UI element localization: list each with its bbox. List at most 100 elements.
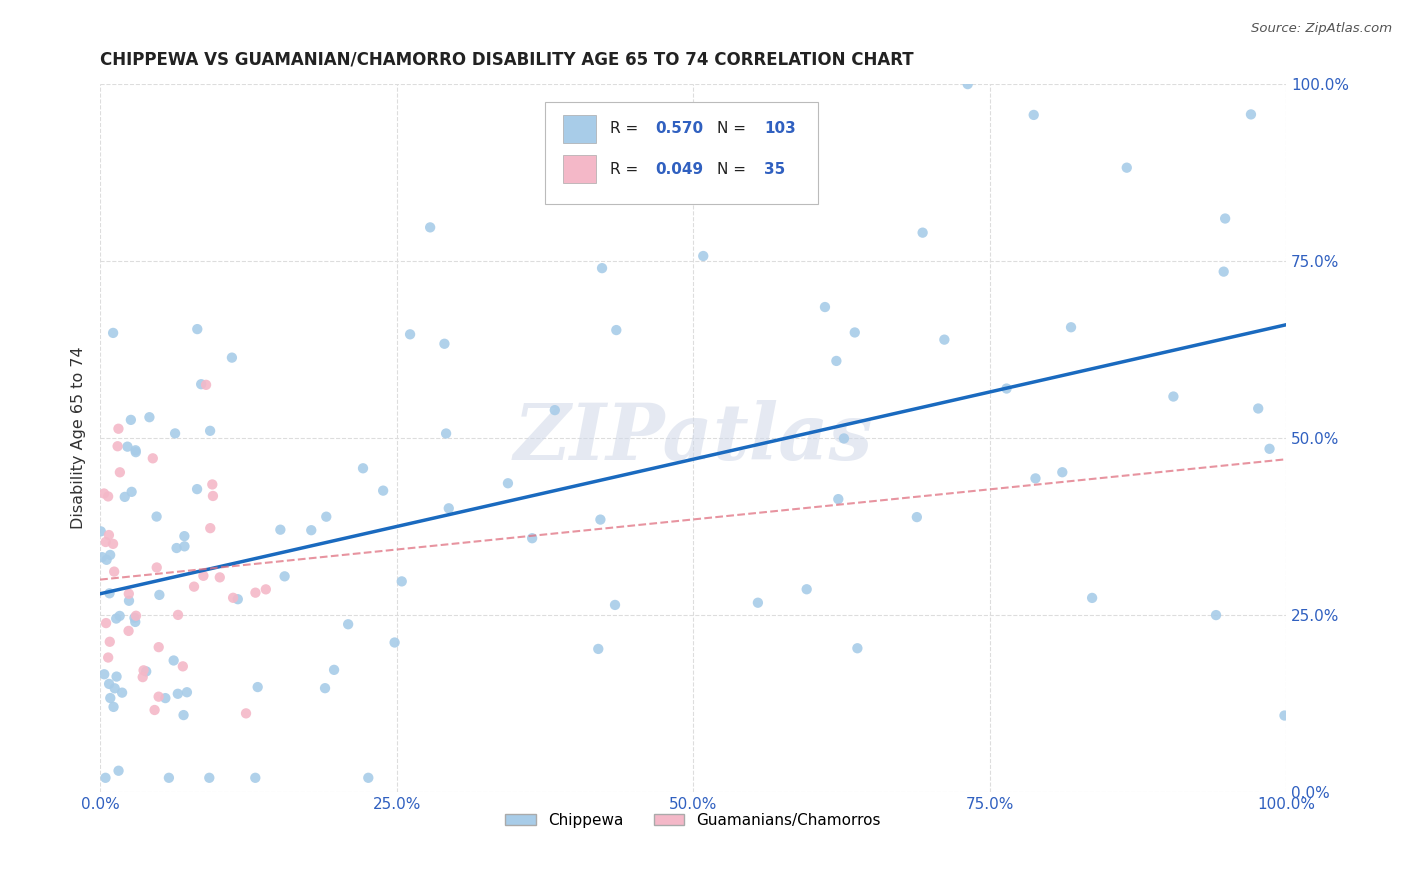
Point (323, 663, 346, 677)
Point (94, 616, 117, 631)
Point (995, 382, 1018, 396)
Point (391, 574, 413, 589)
Point (157, 771, 180, 785)
Point (273, 569, 295, 583)
Point (1205, 608, 1227, 623)
Point (111, 686, 134, 700)
Text: N =: N = (717, 121, 751, 136)
Point (496, 476, 519, 491)
Point (911, 226, 934, 240)
Point (107, 422, 129, 436)
Point (905, 510, 928, 524)
Point (138, 410, 160, 425)
Text: R =: R = (610, 121, 643, 136)
Point (105, 611, 128, 625)
Point (90, 524, 112, 539)
Point (166, 541, 188, 555)
Point (1024, 471, 1046, 485)
Point (588, 641, 610, 656)
Text: N =: N = (717, 161, 751, 177)
Point (166, 687, 188, 701)
Point (190, 377, 212, 392)
Point (132, 664, 155, 678)
Point (201, 477, 224, 491)
Point (172, 659, 194, 673)
Point (201, 489, 224, 503)
Point (96, 553, 118, 567)
Point (173, 539, 195, 553)
Point (269, 523, 291, 537)
Point (125, 608, 148, 623)
Point (103, 699, 125, 714)
Point (124, 611, 146, 625)
Point (208, 570, 231, 584)
Point (1052, 465, 1074, 479)
Point (165, 426, 187, 441)
Point (148, 588, 170, 602)
Point (200, 521, 222, 535)
Point (1212, 265, 1234, 279)
Point (198, 424, 221, 438)
Point (384, 635, 406, 649)
Point (245, 771, 267, 785)
Point (399, 327, 422, 342)
Point (183, 580, 205, 594)
Point (825, 354, 848, 368)
Point (245, 585, 267, 599)
Point (107, 439, 129, 453)
Point (93, 486, 115, 500)
Point (94, 771, 117, 785)
Point (98, 677, 121, 691)
Point (1115, 161, 1137, 175)
Point (605, 323, 627, 337)
Point (934, 333, 956, 347)
Point (94, 535, 117, 549)
Point (357, 771, 380, 785)
Point (221, 351, 243, 365)
Point (844, 326, 866, 340)
Point (1258, 442, 1281, 456)
Point (108, 465, 131, 479)
Point (1274, 708, 1296, 723)
Point (814, 300, 837, 314)
Point (796, 582, 818, 597)
Point (124, 615, 146, 629)
Point (145, 509, 167, 524)
Point (314, 681, 336, 695)
Point (114, 490, 136, 504)
Point (93, 667, 115, 681)
Point (373, 483, 395, 498)
Point (195, 377, 218, 392)
Point (97, 490, 120, 504)
Point (97, 650, 120, 665)
Point (173, 708, 195, 723)
Point (226, 592, 249, 607)
Point (124, 443, 146, 458)
Point (1213, 211, 1236, 226)
Text: Source: ZipAtlas.com: Source: ZipAtlas.com (1251, 22, 1392, 36)
Point (520, 531, 543, 545)
Point (98, 634, 121, 648)
Point (104, 681, 127, 696)
Point (603, 598, 626, 612)
Point (315, 509, 337, 524)
Point (117, 624, 139, 638)
Point (299, 523, 322, 537)
Point (337, 617, 360, 632)
Point (544, 403, 567, 417)
Point (589, 512, 612, 526)
Text: ZIPatlas: ZIPatlas (513, 400, 873, 476)
Point (173, 529, 195, 543)
Point (1163, 390, 1185, 404)
Point (98, 548, 121, 562)
Text: 0.049: 0.049 (655, 161, 703, 177)
Point (155, 691, 177, 706)
Point (352, 461, 374, 475)
Point (148, 690, 170, 704)
Point (97, 528, 120, 542)
Point (91, 550, 114, 565)
Point (105, 670, 128, 684)
FancyBboxPatch shape (544, 102, 817, 204)
Point (222, 591, 245, 605)
Point (437, 501, 460, 516)
